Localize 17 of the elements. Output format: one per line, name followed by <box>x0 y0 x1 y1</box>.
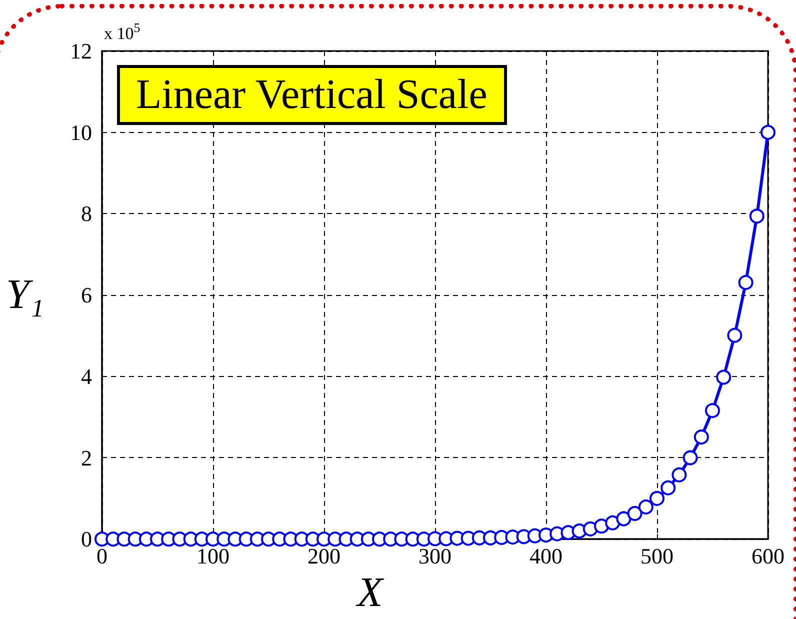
x-tick-label: 300 <box>418 544 452 569</box>
x-axis-title: X <box>355 570 386 616</box>
y-tick-label: 2 <box>81 445 92 470</box>
x-tick-label: 400 <box>530 544 562 569</box>
x-tick-label: 0 <box>96 544 108 569</box>
y-tick-label: 0 <box>81 526 92 552</box>
text: Linear Vertical Scale <box>136 72 488 118</box>
x-tick-label: 100 <box>196 544 230 569</box>
x-tick-label: 500 <box>640 544 674 569</box>
x-tick-label: 600 <box>752 544 784 569</box>
y-axis-title: Y₁ <box>6 272 44 318</box>
y-tick-label: 8 <box>81 201 92 226</box>
y-tick-label: 4 <box>81 364 92 389</box>
y-tick-label: 12 <box>70 38 92 64</box>
y-tick-label: 10 <box>70 120 92 145</box>
x-tick-label: 200 <box>308 544 340 569</box>
y-tick-label: 6 <box>81 282 92 308</box>
